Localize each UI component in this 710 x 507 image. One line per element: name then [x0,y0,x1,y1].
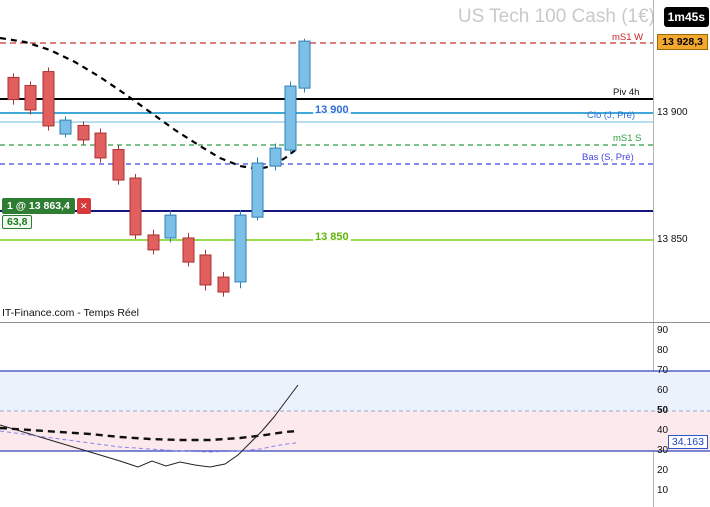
rsi-axis-tick: 50 [657,405,669,416]
rsi-axis-tick: 10 [657,485,669,496]
rsi-band [0,411,710,451]
chart-title: US Tech 100 Cash (1€) [457,6,655,27]
candle-down [147,234,160,251]
price-chart-canvas[interactable] [0,0,653,322]
rsi-signal-dashed-black [0,426,299,442]
rsi-axis-tick: 40 [657,425,669,436]
rsi-axis-tick: 30 [657,445,669,456]
close-position-icon[interactable]: ✕ [76,198,91,214]
candle-up [234,214,247,283]
position-marker: 1 @ 13 863,4 ✕ [2,198,91,214]
price-axis-tick: 13 850 [657,234,688,245]
rsi-axis-tick: 80 [657,345,669,356]
rsi-fast-black [0,384,299,468]
candle-up [298,40,311,89]
candle-down [182,237,195,263]
price-chart-area[interactable]: 13 900 13 850 mS1 W Piv 4h Clo (J, Pré) mS1 S… [0,0,653,322]
price-axis-separator [653,0,654,507]
moving-average-dashed [0,36,299,171]
last-price-badge: 13 928,3 [657,34,708,50]
candle-countdown-timer: 1m45s [663,7,709,27]
rsi-axis-tick: 60 [657,385,669,396]
rsi-canvas[interactable] [0,323,710,507]
price-axis-tick: 13 900 [657,107,688,118]
candle-down [24,85,37,111]
candle-down [129,177,142,236]
rsi-axis-tick: 90 [657,325,669,336]
position-badge: 1 @ 13 863,4 [2,198,75,214]
candle-up [59,119,72,135]
candle-up [284,85,297,151]
candle-up [251,162,264,218]
candle-up [269,147,282,167]
rsi-axis-tick: 70 [657,365,669,376]
rsi-axis-tick: 20 [657,465,669,476]
position-pnl-badge: 63,8 [2,215,33,229]
candle-down [42,71,55,127]
watermark: IT-Finance.com - Temps Réel [2,307,139,319]
candle-down [77,124,90,141]
candle-down [94,132,107,159]
candle-down [217,276,230,293]
panel-divider [0,322,710,323]
candle-up [164,214,177,239]
candle-down [112,149,125,181]
rsi-panel[interactable]: 90 80 70 60 50 40 30 20 10 34,163 [0,323,710,507]
rsi-value-badge: 34,163 [667,434,708,449]
candle-down [7,76,20,101]
rsi-band [0,371,710,411]
candle-down [199,254,212,286]
